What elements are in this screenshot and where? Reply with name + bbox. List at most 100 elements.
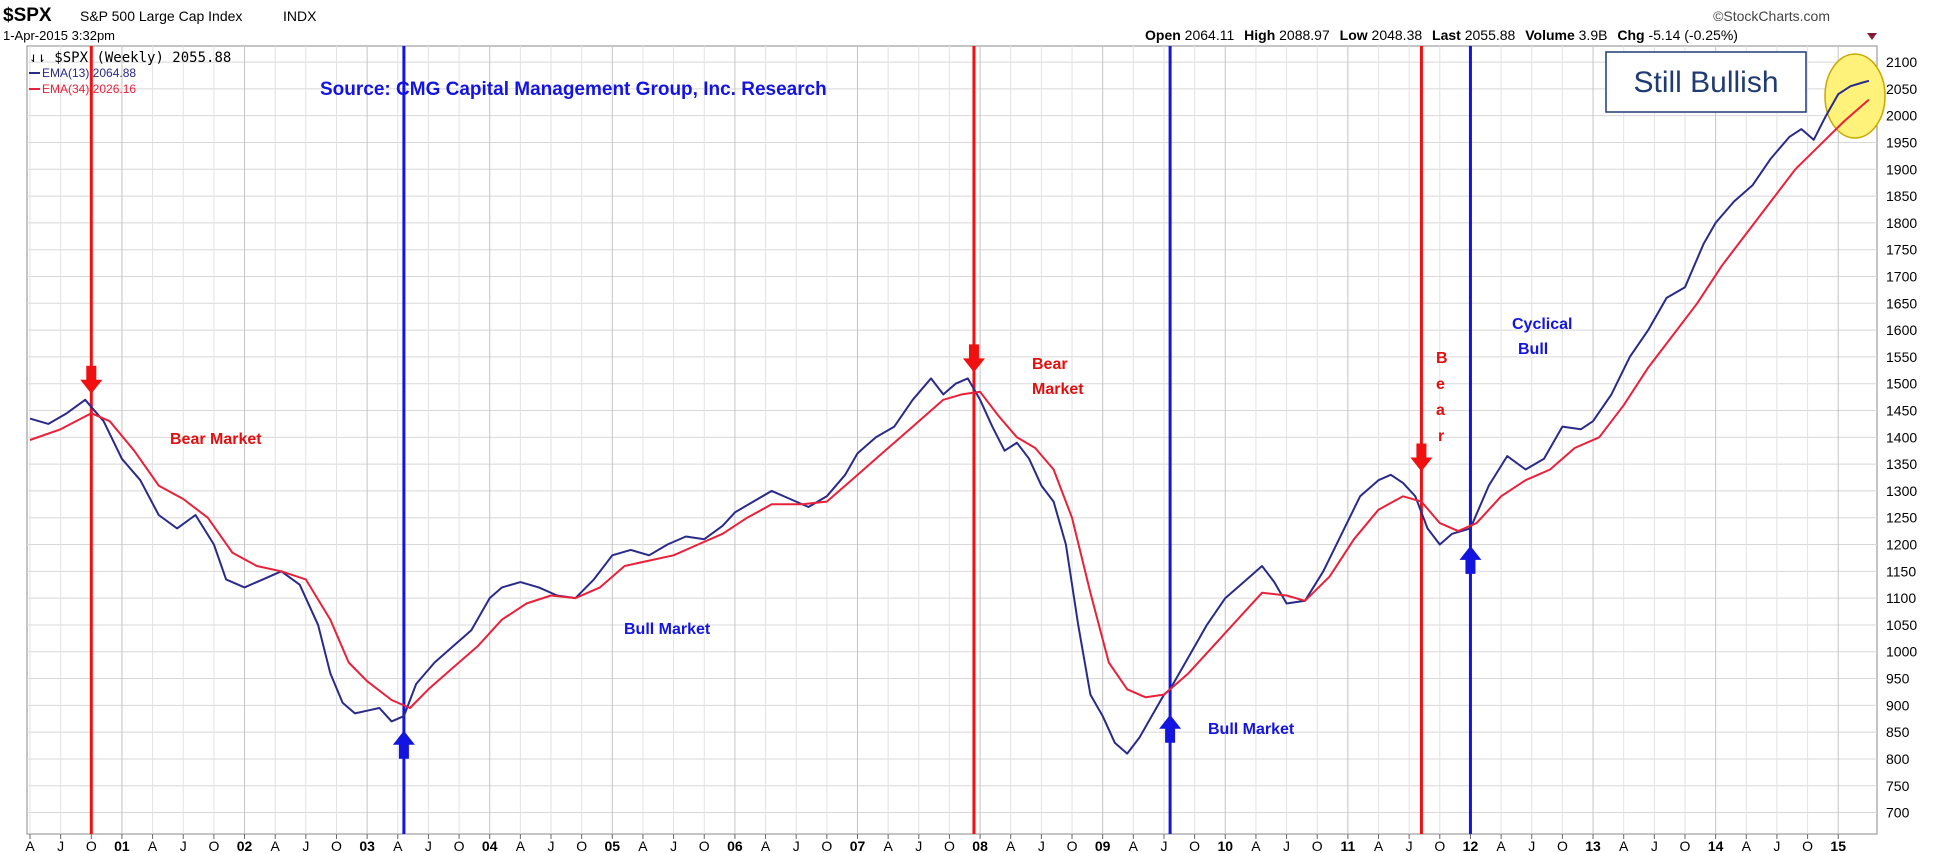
bull-market-label-1: Bull Market [624, 621, 711, 638]
bull-market-label-2: Bull Market [1208, 721, 1295, 738]
y-tick-label: 1400 [1886, 429, 1917, 445]
x-tick-label: O [1802, 838, 1813, 853]
x-tick-label: A [1006, 838, 1016, 853]
x-tick-label: A [761, 838, 771, 853]
series-line-ema13 [29, 79, 1870, 755]
x-tick-label: J [793, 838, 800, 853]
x-tick-label: A [271, 838, 281, 853]
x-tick-label: 07 [850, 838, 866, 853]
series-line-ema34 [29, 98, 1870, 709]
down-arrow-icon [1410, 443, 1433, 472]
down-arrow-icon [962, 344, 985, 373]
x-tick-label: 06 [727, 838, 743, 853]
volume-label: Volume [1525, 27, 1575, 43]
y-tick-label: 1200 [1886, 537, 1917, 553]
cyclical-label: Cyclical [1512, 316, 1572, 333]
index-name: S&P 500 Large Cap Index [80, 8, 242, 24]
down-arrow-icon [80, 365, 103, 394]
y-tick-label: 1250 [1886, 510, 1917, 526]
still-bullish-label: Still Bullish [1633, 66, 1778, 99]
x-tick-label: 02 [237, 838, 253, 853]
y-tick-label: 1600 [1886, 322, 1917, 338]
legend-price-text: $SPX (Weekly) 2055.88 [54, 50, 231, 66]
x-tick-label: A [1742, 838, 1752, 853]
x-tick-label: 15 [1830, 838, 1846, 853]
bear-vertical-r: r [1438, 428, 1444, 445]
y-tick-label: 1750 [1886, 242, 1917, 258]
y-tick-label: 1500 [1886, 376, 1917, 392]
y-tick-label: 1450 [1886, 403, 1917, 419]
bear-vertical-a: a [1436, 402, 1445, 419]
y-tick-label: 1550 [1886, 349, 1917, 365]
x-tick-label: 11 [1340, 838, 1355, 853]
exchange: INDX [283, 8, 317, 24]
x-tick-label: A [1129, 838, 1139, 853]
y-tick-label: 1850 [1886, 188, 1917, 204]
x-tick-label: O [699, 838, 710, 853]
x-tick-label: 10 [1217, 838, 1233, 853]
x-tick-label: J [302, 838, 309, 853]
x-tick-label: 03 [359, 838, 375, 853]
bear-market-label-1: Bear Market [170, 431, 262, 448]
x-tick-label: J [670, 838, 677, 853]
y-tick-label: 1800 [1886, 215, 1917, 231]
x-tick-label: J [180, 838, 187, 853]
bear-vertical-e: e [1436, 376, 1445, 393]
x-tick-label: O [1680, 838, 1691, 853]
x-tick-label: A [883, 838, 893, 853]
x-tick-label: 08 [972, 838, 988, 853]
up-arrow-icon [392, 730, 415, 759]
x-tick-label: 09 [1095, 838, 1111, 853]
y-tick-label: 1900 [1886, 161, 1917, 177]
x-tick-label: J [1528, 838, 1535, 853]
x-tick-label: 01 [114, 838, 130, 853]
quote-line: Open 2064.11 High 2088.97 Low 2048.38 La… [1145, 27, 1738, 43]
series-lines [29, 79, 1870, 755]
x-tick-label: O [208, 838, 219, 853]
x-tick-label: O [1312, 838, 1323, 853]
x-tick-label: A [25, 838, 35, 853]
y-tick-label: 2000 [1886, 108, 1917, 124]
up-arrow-icon [1459, 545, 1482, 574]
x-tick-label: 14 [1708, 838, 1724, 853]
x-tick-label: O [86, 838, 97, 853]
last-value: 2055.88 [1465, 27, 1516, 43]
x-tick-label: A [516, 838, 526, 853]
last-label: Last [1432, 27, 1461, 43]
bear-market-label-2a: Bear [1032, 356, 1068, 373]
y-tick-label: 900 [1886, 697, 1910, 713]
x-tick-label: J [1773, 838, 1780, 853]
open-value: 2064.11 [1185, 27, 1235, 43]
x-tick-label: O [1434, 838, 1445, 853]
date-time: 1-Apr-2015 3:32pm [3, 28, 115, 43]
y-tick-label: 1950 [1886, 134, 1917, 150]
x-tick-label: J [915, 838, 922, 853]
x-tick-label: A [148, 838, 158, 853]
legend-price-icon: ⇃⇂ [29, 50, 54, 66]
x-tick-label: 04 [482, 838, 498, 853]
y-tick-label: 1050 [1886, 617, 1917, 633]
x-tick-label: J [425, 838, 432, 853]
x-tick-label: O [331, 838, 342, 853]
y-tick-label: 1100 [1886, 590, 1916, 606]
x-tick-label: A [1374, 838, 1384, 853]
up-arrow-icon [1159, 714, 1182, 743]
bear-market-label-2b: Market [1032, 381, 1084, 398]
x-tick-label: O [576, 838, 587, 853]
x-tick-label: J [1651, 838, 1658, 853]
plot-area [26, 45, 1878, 835]
chg-down-icon [1867, 33, 1877, 40]
source-label: Source: CMG Capital Management Group, In… [320, 79, 827, 100]
y-tick-label: 700 [1886, 805, 1910, 821]
x-tick-label: O [944, 838, 955, 853]
low-label: Low [1340, 27, 1368, 43]
x-tick-label: 13 [1585, 838, 1601, 853]
x-tick-label: J [548, 838, 555, 853]
x-tick-label: A [1496, 838, 1506, 853]
x-tick-label: 12 [1463, 838, 1479, 853]
bear-vertical-b: B [1436, 350, 1448, 367]
x-tick-label: J [1406, 838, 1413, 853]
x-tick-label: J [1038, 838, 1045, 853]
x-axis: A J O 01 A J O 02 A J O 03 A J O 04 A J O 05 A J O 06 A J O 07 A J O 08… [25, 834, 1846, 853]
